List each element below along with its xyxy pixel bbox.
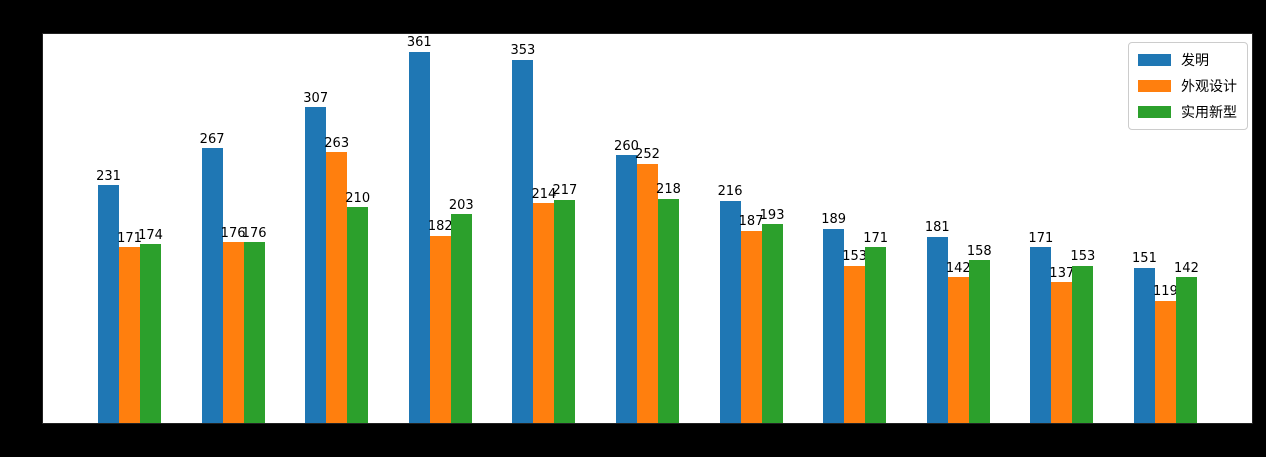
legend-swatch-icon: [1138, 54, 1171, 66]
bar-group: 216 187 193: [718, 185, 784, 423]
bar-value-label: 181: [924, 220, 950, 236]
bar-group: 231 171 174: [96, 169, 163, 423]
bar-value-label: 263: [324, 136, 350, 152]
bar-series-3: 210: [345, 191, 370, 423]
bar-series-1: 307: [303, 91, 328, 423]
bar-value-label: 260: [614, 139, 639, 155]
bar-series-2: 171: [117, 231, 142, 423]
bar-series-2: 142: [946, 261, 971, 423]
bar-series-3: 142: [1174, 261, 1199, 423]
legend-item: 外观设计: [1138, 76, 1237, 96]
bar-value-label: 217: [552, 183, 578, 199]
bar-series-2: 187: [739, 215, 763, 423]
bar-series-3: 176: [242, 226, 267, 423]
bar-group: 307 263 210: [303, 91, 370, 423]
bar-value-label: 176: [241, 225, 267, 241]
bar-value-label: 231: [96, 169, 121, 185]
bar-group: 260 252 218: [614, 139, 681, 423]
bar-value-label: 153: [1070, 249, 1096, 265]
bar-value-label: 137: [1049, 265, 1075, 281]
bar-group: 267 176 176: [200, 132, 267, 423]
bar-series-3: 203: [449, 198, 474, 423]
bar-series-1: 189: [821, 212, 846, 423]
legend-label: 外观设计: [1181, 79, 1237, 95]
bar-value-label: 187: [738, 214, 764, 230]
bar-series-3: 171: [863, 231, 888, 423]
bar-series-2: 214: [531, 187, 556, 423]
bar-series-1: 216: [718, 185, 742, 423]
bar-series-3: 153: [1070, 249, 1095, 423]
bars-row: 231 171 174 267 176 176 307 263 210 361 182 203 353 2…: [43, 34, 1252, 423]
bar-series-2: 182: [428, 220, 453, 423]
bar-group: 361 182 203: [407, 35, 474, 423]
bar-value-label: 142: [945, 260, 971, 276]
legend-swatch-icon: [1138, 106, 1171, 118]
bar-series-2: 137: [1049, 266, 1074, 423]
bar-series-2: 263: [324, 136, 349, 423]
legend: 发明外观设计实用新型: [1128, 42, 1248, 130]
bar-series-1: 231: [96, 169, 121, 423]
bar-series-2: 119: [1153, 284, 1178, 423]
plot-area: 231 171 174 267 176 176 307 263 210 361 182 203 353 2…: [42, 33, 1253, 424]
bar-series-1: 353: [510, 44, 535, 423]
bar-value-label: 210: [345, 190, 371, 206]
legend-swatch-icon: [1138, 80, 1171, 92]
bar-value-label: 182: [427, 219, 453, 235]
bar-value-label: 171: [1028, 230, 1054, 246]
bar-series-1: 361: [407, 35, 432, 423]
bar-value-label: 193: [759, 208, 785, 224]
bar-group: 189 153 171: [821, 212, 888, 423]
bar-series-3: 193: [760, 208, 784, 423]
bar-value-label: 203: [448, 197, 474, 213]
bar-value-label: 176: [220, 225, 246, 241]
bar-value-label: 307: [303, 90, 329, 106]
legend-item: 实用新型: [1138, 102, 1237, 122]
bar-series-3: 158: [967, 244, 992, 423]
bar-series-1: 260: [614, 139, 639, 423]
bar-value-label: 158: [966, 244, 992, 260]
bar-series-2: 176: [221, 226, 246, 423]
bar-value-label: 252: [635, 147, 660, 163]
bar-value-label: 361: [406, 35, 432, 51]
bar-value-label: 142: [1174, 260, 1199, 276]
legend-label: 实用新型: [1181, 105, 1237, 121]
bar-value-label: 214: [531, 186, 557, 202]
bar-series-1: 267: [200, 132, 225, 423]
bar-value-label: 151: [1132, 251, 1157, 267]
bar-value-label: 119: [1153, 284, 1178, 300]
bar-series-2: 153: [842, 249, 867, 423]
bar-value-label: 153: [842, 249, 868, 265]
bar-value-label: 267: [199, 131, 225, 147]
bar-series-3: 174: [138, 228, 163, 423]
bar-group: 181 142 158: [925, 221, 992, 423]
bar-group: 171 137 153: [1028, 231, 1095, 423]
bar-group: 151 119 142: [1132, 252, 1199, 423]
bar-series-1: 151: [1132, 252, 1157, 423]
bar-value-label: 353: [510, 43, 536, 59]
bar-value-label: 218: [656, 182, 681, 198]
bar-group: 353 214 217: [510, 44, 577, 423]
bar-value-label: 189: [821, 212, 847, 228]
bar-value-label: 216: [717, 184, 743, 200]
bar-value-label: 171: [117, 230, 142, 246]
bar-series-2: 252: [635, 148, 660, 423]
bar-series-3: 217: [552, 184, 577, 423]
bar-value-label: 174: [138, 227, 163, 243]
legend-label: 发明: [1181, 53, 1209, 69]
bar-series-3: 218: [656, 183, 681, 423]
bar-series-1: 181: [925, 221, 950, 423]
legend-item: 发明: [1138, 50, 1237, 70]
bar-value-label: 171: [863, 230, 889, 246]
bar-series-1: 171: [1028, 231, 1053, 423]
